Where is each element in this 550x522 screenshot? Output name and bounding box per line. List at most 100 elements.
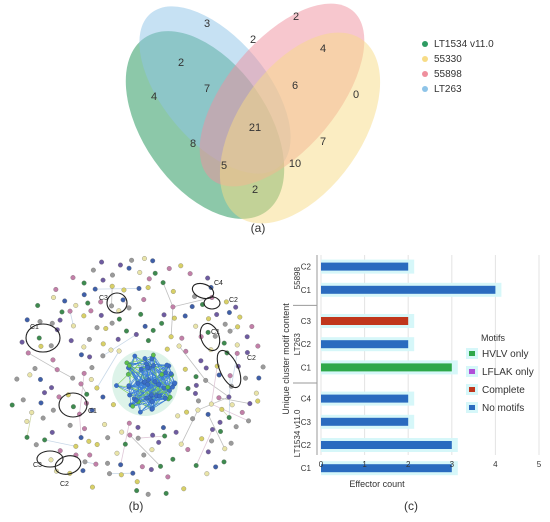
bar — [321, 263, 408, 271]
network-node — [82, 371, 87, 376]
network-node — [150, 433, 155, 438]
network-node — [213, 465, 218, 470]
network-node — [51, 295, 56, 300]
network-node — [26, 351, 31, 356]
network-node — [83, 460, 88, 465]
network-node — [39, 344, 44, 349]
network-node — [227, 310, 232, 315]
network-node — [185, 447, 190, 452]
venn-region-count: 2 — [250, 34, 256, 46]
network-node — [227, 395, 232, 400]
network-edge — [231, 353, 237, 386]
network-node — [193, 324, 198, 329]
y-tick-label: C4 — [301, 395, 312, 404]
network-node — [33, 366, 38, 371]
network-node — [150, 259, 155, 264]
network-node — [138, 312, 143, 317]
hub-node — [150, 407, 154, 411]
y-tick-label: C2 — [301, 441, 312, 450]
hub-node — [166, 385, 170, 389]
hub-node — [169, 371, 173, 375]
hub-node — [139, 367, 143, 371]
bar — [321, 418, 408, 426]
network-node — [255, 399, 260, 404]
network-node — [79, 352, 84, 357]
network-node — [105, 435, 110, 440]
network-node — [37, 336, 42, 341]
y-tick-label: C1 — [301, 464, 312, 473]
legend-swatch — [422, 71, 428, 77]
network-node — [117, 317, 122, 322]
venn-legend-item: LT1534 v11.0 — [422, 39, 494, 50]
network-node — [146, 338, 151, 343]
network-edge — [130, 435, 161, 466]
network-node — [218, 429, 223, 434]
network-node — [25, 318, 30, 323]
network-node — [164, 491, 169, 496]
network-edge — [79, 414, 81, 437]
venn-legend: LT1534 v11.0 55330 55898 LT263 — [422, 39, 494, 95]
bar — [321, 286, 495, 294]
group-label: LT263 — [293, 333, 302, 356]
venn-region-count: 2 — [178, 57, 184, 69]
venn-region-count: 4 — [151, 91, 157, 103]
network-edge — [95, 288, 139, 289]
hub-node — [145, 365, 149, 369]
network-node — [135, 479, 140, 484]
network-node — [159, 321, 164, 326]
network-node — [58, 448, 63, 453]
network-node — [167, 266, 172, 271]
hub-node — [136, 381, 140, 385]
network-node — [177, 344, 182, 349]
network-node — [90, 365, 95, 370]
network-node — [169, 334, 174, 339]
hub-node — [151, 363, 155, 367]
network-node — [128, 433, 133, 438]
network-node — [224, 300, 229, 305]
network-node — [238, 315, 243, 320]
network-node — [222, 341, 227, 346]
network-node — [34, 442, 39, 447]
hub-node — [157, 394, 161, 398]
network-node — [127, 306, 132, 311]
network-node — [179, 442, 184, 447]
legend-swatch — [422, 86, 428, 92]
network-node — [62, 299, 67, 304]
network-node — [49, 343, 54, 348]
network-node — [181, 486, 186, 491]
network-node — [87, 337, 92, 342]
hub-node — [153, 379, 157, 383]
legend-swatch — [422, 56, 428, 62]
cluster-label: C1 — [30, 324, 39, 331]
network-node — [109, 304, 114, 309]
cluster-label: C2 — [229, 297, 238, 304]
network-edge — [27, 412, 32, 437]
network-node — [103, 326, 108, 331]
x-tick-label: 1 — [362, 460, 367, 469]
x-axis-title: Effector count — [349, 479, 405, 489]
network-node — [235, 351, 240, 356]
network-node — [142, 256, 147, 261]
hub-node — [114, 383, 118, 387]
y-tick-label: C3 — [301, 418, 312, 427]
network-node — [82, 314, 87, 319]
network-node — [206, 316, 211, 321]
network-node — [254, 391, 259, 396]
network-node — [246, 419, 251, 424]
venn-region-count: 8 — [190, 138, 196, 150]
network-node — [234, 424, 239, 429]
network-node — [156, 440, 161, 445]
network-node — [87, 453, 92, 458]
venn-region-count: 3 — [204, 18, 210, 30]
network-node — [243, 376, 248, 381]
network-node — [119, 430, 124, 435]
network-node — [147, 277, 152, 282]
hub-node — [143, 356, 147, 360]
network-node — [143, 324, 148, 329]
group-label: 55898 — [293, 267, 302, 290]
network-node — [186, 386, 191, 391]
cluster-label: C2 — [247, 355, 256, 362]
network-node — [20, 340, 25, 345]
